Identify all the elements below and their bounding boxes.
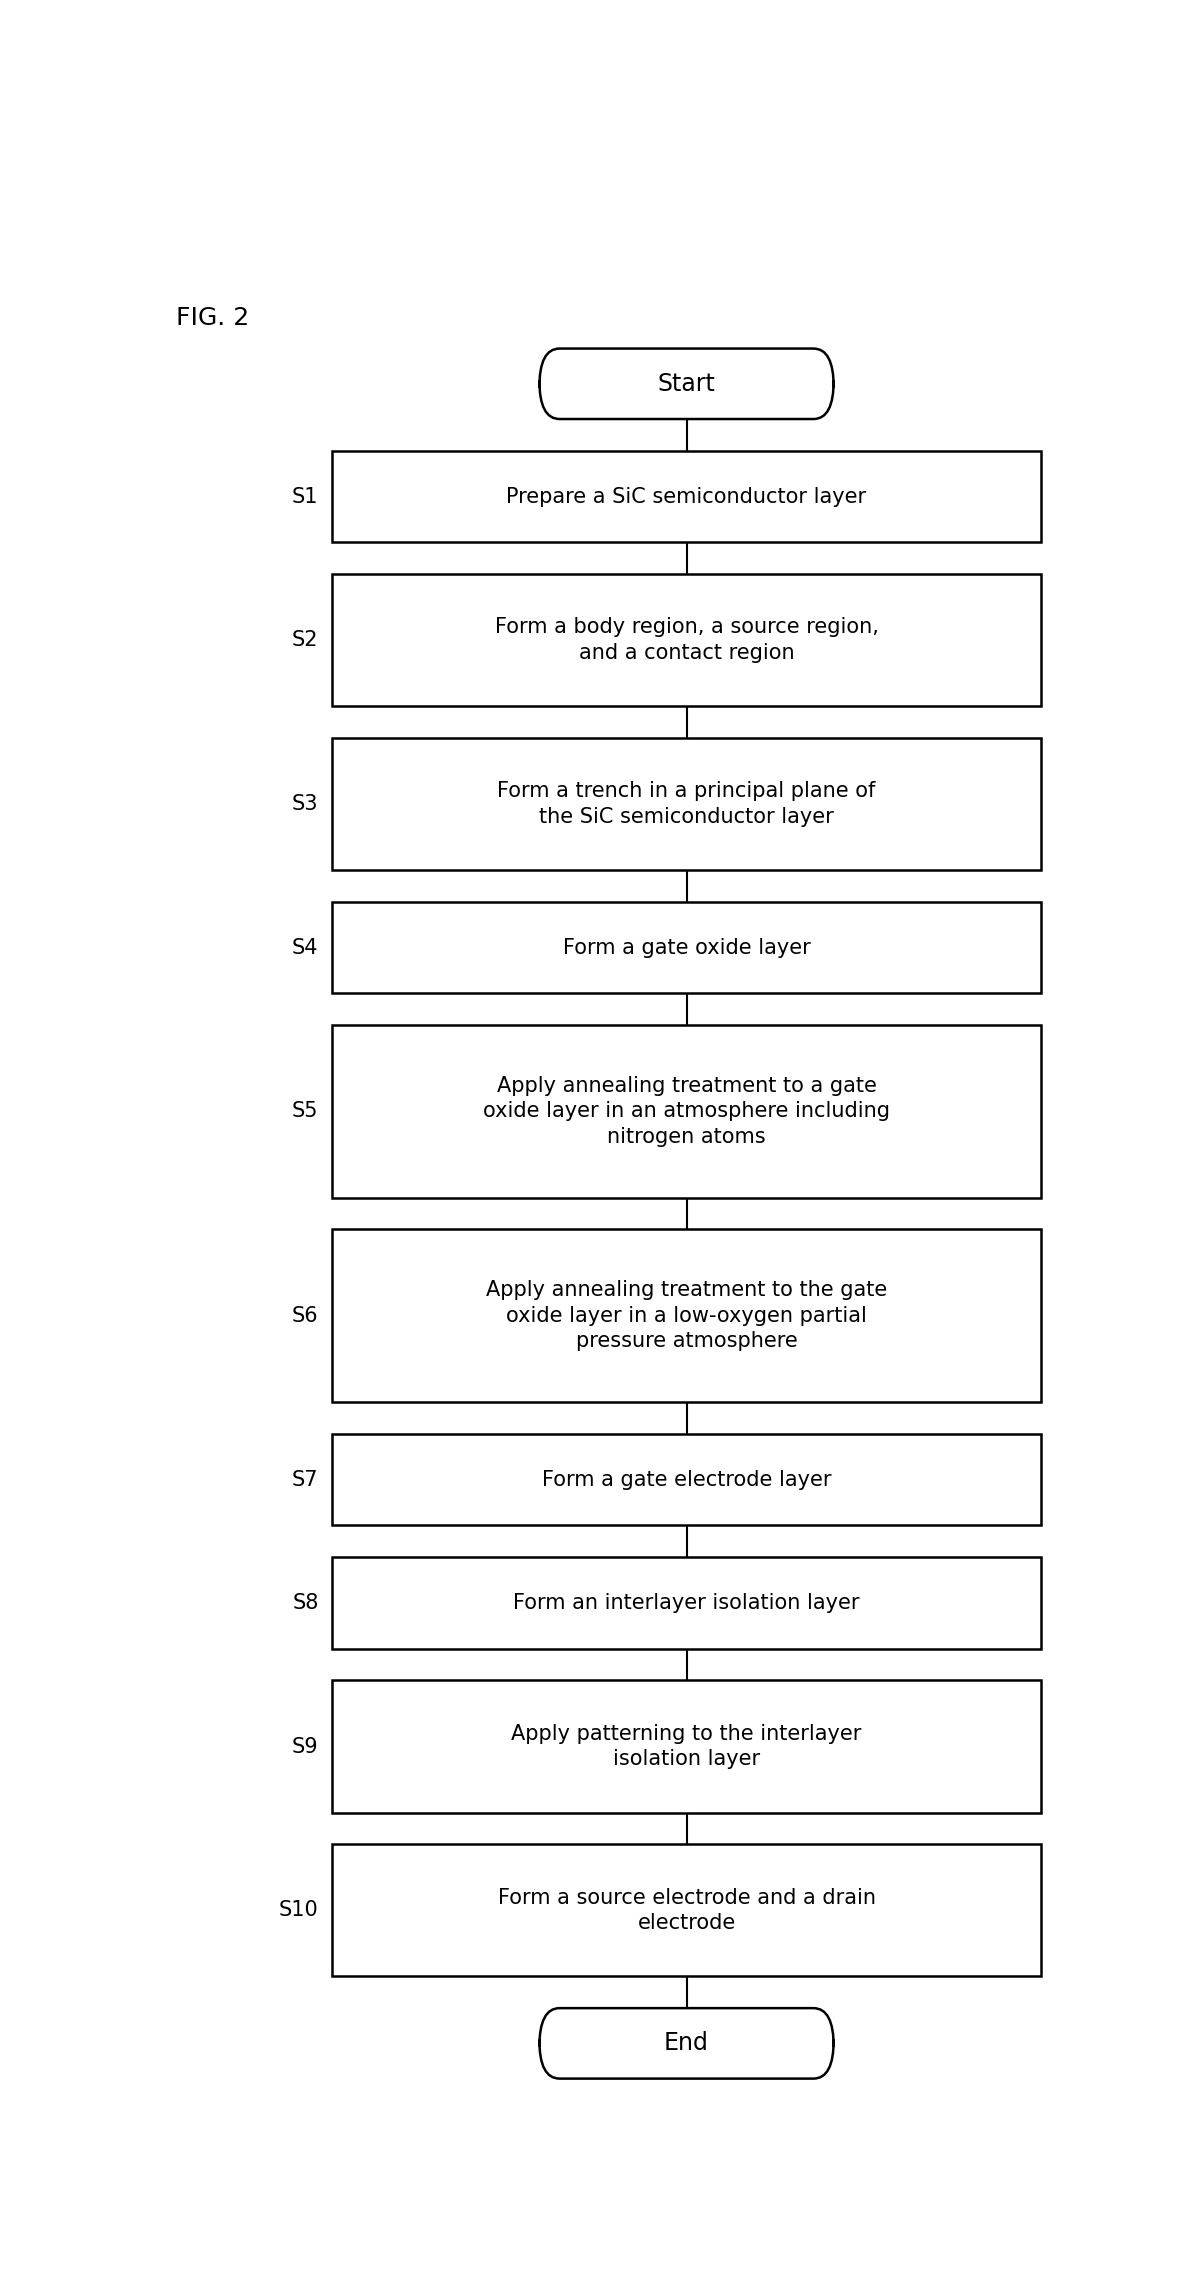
Bar: [332, 1435, 1041, 1526]
Text: S5: S5: [292, 1101, 318, 1121]
Text: Form a body region, a source region,
and a contact region: Form a body region, a source region, and…: [495, 618, 878, 664]
Text: Prepare a SiC semiconductor layer: Prepare a SiC semiconductor layer: [507, 487, 867, 506]
Text: Form a trench in a principal plane of
the SiC semiconductor layer: Form a trench in a principal plane of th…: [497, 780, 876, 826]
Text: FIG. 2: FIG. 2: [176, 307, 249, 329]
Text: S4: S4: [292, 938, 318, 959]
Text: S8: S8: [292, 1592, 318, 1613]
Text: S1: S1: [292, 487, 318, 506]
Text: Form a gate electrode layer: Form a gate electrode layer: [541, 1469, 831, 1489]
Bar: [332, 1679, 1041, 1812]
Text: Form a gate oxide layer: Form a gate oxide layer: [563, 938, 811, 959]
Bar: [332, 1229, 1041, 1403]
Bar: [332, 451, 1041, 542]
Text: S6: S6: [292, 1306, 318, 1325]
Bar: [332, 1558, 1041, 1650]
Bar: [332, 1025, 1041, 1197]
Bar: [332, 739, 1041, 869]
Text: S3: S3: [292, 794, 318, 815]
Text: Apply annealing treatment to the gate
oxide layer in a low-oxygen partial
pressu: Apply annealing treatment to the gate ox…: [485, 1281, 887, 1352]
Text: S7: S7: [292, 1469, 318, 1489]
Text: Form a source electrode and a drain
electrode: Form a source electrode and a drain elec…: [497, 1888, 876, 1933]
Bar: [332, 1844, 1041, 1977]
Text: S10: S10: [279, 1901, 318, 1920]
Text: S9: S9: [292, 1737, 318, 1757]
Text: Form an interlayer isolation layer: Form an interlayer isolation layer: [513, 1592, 859, 1613]
FancyBboxPatch shape: [539, 348, 833, 419]
Text: End: End: [664, 2032, 709, 2055]
Text: Apply annealing treatment to a gate
oxide layer in an atmosphere including
nitro: Apply annealing treatment to a gate oxid…: [483, 1075, 890, 1146]
Bar: [332, 901, 1041, 993]
Bar: [332, 574, 1041, 707]
Text: Apply patterning to the interlayer
isolation layer: Apply patterning to the interlayer isola…: [512, 1723, 862, 1769]
Text: Start: Start: [658, 371, 716, 396]
FancyBboxPatch shape: [539, 2009, 833, 2078]
Text: S2: S2: [292, 629, 318, 650]
